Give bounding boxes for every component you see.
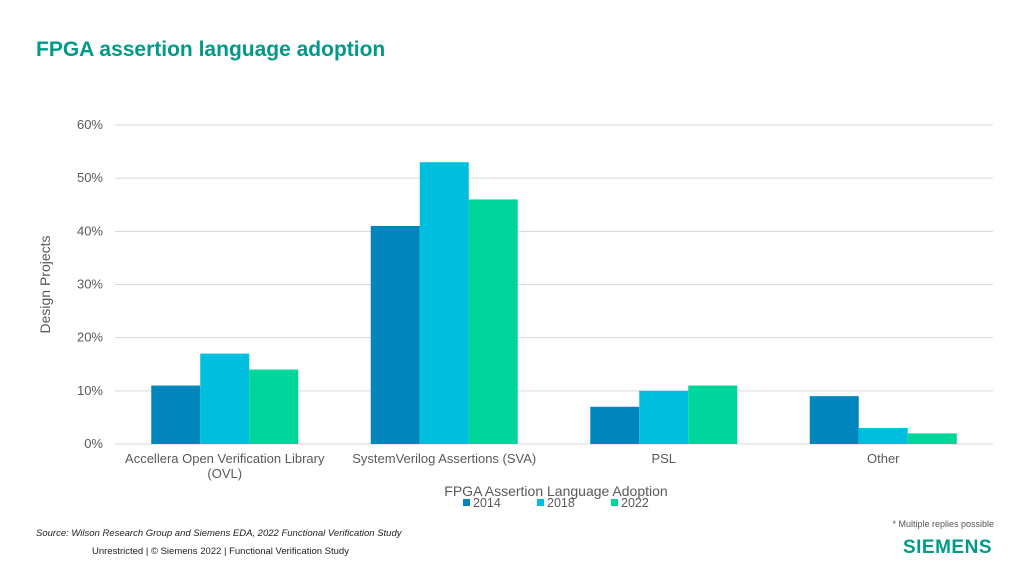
legend-label-2022: 2022 bbox=[621, 496, 649, 510]
bar-2014 bbox=[809, 396, 859, 444]
y-tick-label: 40% bbox=[77, 223, 103, 238]
y-tick-label: 30% bbox=[77, 277, 103, 292]
x-tick-label: (OVL) bbox=[207, 466, 242, 481]
legend-label-2018: 2018 bbox=[547, 496, 575, 510]
legend-swatch-2014 bbox=[463, 499, 470, 506]
bar-2018 bbox=[639, 390, 689, 444]
siemens-logo: SIEMENS bbox=[902, 537, 992, 558]
y-tick-label: 20% bbox=[77, 330, 103, 345]
y-tick-label: 10% bbox=[77, 383, 103, 398]
legend-label-2014: 2014 bbox=[473, 496, 501, 510]
bar-2022 bbox=[688, 385, 738, 444]
legend-swatch-2018 bbox=[537, 499, 544, 506]
bar-2014 bbox=[151, 385, 201, 444]
y-tick-label: 50% bbox=[77, 170, 103, 185]
bar-2018 bbox=[858, 428, 908, 444]
x-tick-label: SystemVerilog Assertions (SVA) bbox=[352, 451, 536, 466]
bar-2018 bbox=[419, 162, 469, 444]
footnote: * Multiple replies possible bbox=[892, 519, 994, 529]
legend-swatch-2022 bbox=[611, 499, 618, 506]
bar-2022 bbox=[907, 433, 957, 444]
bar-2014 bbox=[370, 226, 420, 444]
source-citation: Source: Wilson Research Group and Siemen… bbox=[36, 528, 402, 539]
y-tick-label: 0% bbox=[84, 436, 103, 451]
x-tick-label: Accellera Open Verification Library bbox=[125, 451, 325, 466]
bar-2022 bbox=[468, 199, 518, 444]
x-tick-label: PSL bbox=[651, 451, 676, 466]
footer-text: Unrestricted | © Siemens 2022 | Function… bbox=[92, 546, 349, 557]
y-axis-title: Design Projects bbox=[37, 235, 53, 333]
x-axis-title: FPGA Assertion Language Adoption bbox=[444, 483, 667, 499]
bar-2014 bbox=[590, 406, 640, 444]
y-tick-label: 60% bbox=[77, 117, 103, 132]
bar-2018 bbox=[200, 353, 250, 444]
slide-title: FPGA assertion language adoption bbox=[36, 38, 386, 61]
bar-2022 bbox=[249, 369, 299, 444]
x-tick-label: Other bbox=[867, 451, 900, 466]
